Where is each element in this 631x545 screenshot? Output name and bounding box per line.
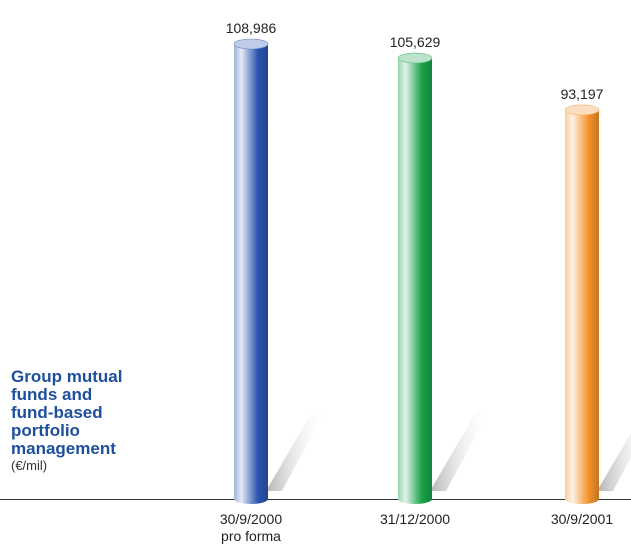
bar-top-cap: [397, 52, 433, 64]
bar-bottom-cap: [398, 494, 432, 504]
bar: [234, 44, 268, 499]
bar-bottom-cap: [565, 494, 599, 504]
x-tick-label: 30/9/2001: [551, 511, 613, 527]
x-tick-label: 30/9/2000: [220, 511, 282, 527]
bar: [398, 58, 432, 500]
bar-top-cap: [233, 38, 269, 50]
x-tick-label-sub: pro forma: [221, 528, 281, 544]
data-label: 108,986: [226, 20, 277, 36]
chart-title: Group mutual funds and fund-based portfo…: [11, 367, 123, 458]
bar: [565, 109, 599, 499]
data-label: 105,629: [390, 34, 441, 50]
value-labels: 108,986 105,629 93,197: [226, 20, 604, 102]
bar-shadow: [597, 432, 631, 491]
x-tick-label: 31/12/2000: [380, 511, 450, 527]
chart-unit-label: (€/mil): [11, 458, 48, 473]
bar-top-cap: [564, 104, 600, 116]
bar-shadows: [266, 409, 631, 491]
bar-shadow: [430, 409, 490, 491]
chart-title-block: Group mutual funds and fund-based portfo…: [11, 367, 181, 474]
bar-bottom-cap: [234, 494, 268, 504]
data-label: 93,197: [561, 86, 604, 102]
bar-shadow: [266, 409, 326, 491]
bars: [233, 38, 600, 504]
